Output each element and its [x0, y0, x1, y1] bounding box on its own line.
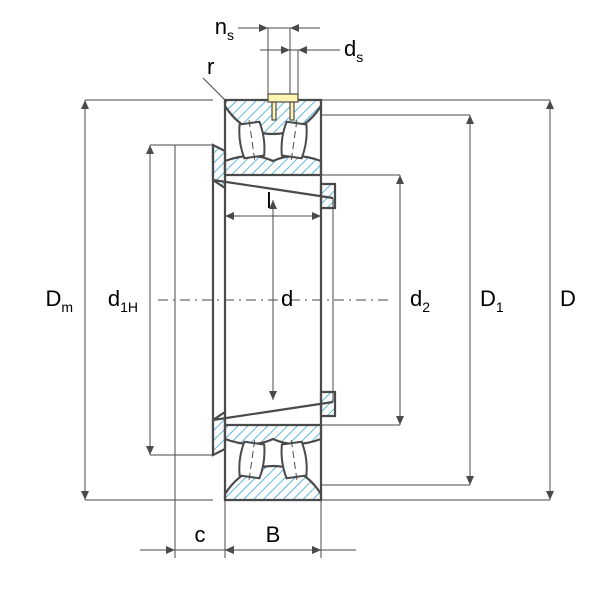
label-ns: ns: [215, 14, 234, 43]
lube-hole: [272, 102, 276, 120]
label-dim-D: D: [560, 286, 576, 311]
label-dim-D1: D1: [480, 286, 504, 315]
label-r: r: [207, 54, 214, 79]
label-d: d: [281, 286, 293, 311]
label-B: B: [266, 522, 281, 547]
label-ds: ds: [344, 36, 363, 65]
label-l: l: [267, 188, 272, 213]
lube-groove: [268, 94, 298, 102]
label-dim-d1H: d1H: [108, 286, 138, 315]
label-c: c: [195, 522, 206, 547]
inner-ring-top: [225, 156, 321, 175]
label-dim-Dm: Dm: [45, 286, 73, 315]
inner-ring-bottom: [225, 425, 321, 444]
lube-hole: [290, 102, 294, 120]
label-dim-d2: d2: [410, 286, 430, 315]
